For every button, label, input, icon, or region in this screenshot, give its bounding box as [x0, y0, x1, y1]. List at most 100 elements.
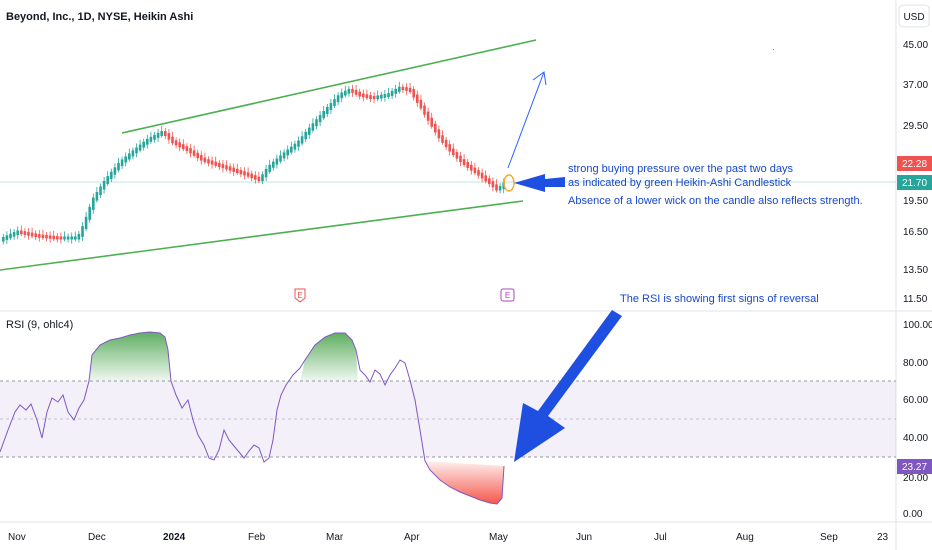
- candle-body: [81, 226, 84, 237]
- candle-body: [228, 166, 232, 171]
- rsi-value-label: 23.27: [902, 462, 927, 473]
- price-tick: 45.00: [903, 40, 928, 51]
- rsi-axis[interactable]: 100.00 80.00 60.00 40.00 20.00 0.00: [903, 320, 932, 520]
- candle-body: [286, 149, 289, 156]
- rsi-overbought-fill: [300, 333, 358, 381]
- candle-body: [372, 95, 376, 100]
- time-label: Feb: [248, 532, 266, 543]
- current-price-tag: [897, 175, 932, 190]
- candle-body: [434, 123, 437, 133]
- previous-close-label: 22.28: [902, 159, 927, 170]
- candle-body: [138, 144, 142, 151]
- candle-body: [437, 129, 441, 139]
- candle-body: [16, 230, 19, 236]
- candle-body: [232, 167, 235, 172]
- candle-body: [20, 230, 23, 235]
- price-tick: 11.50: [903, 294, 928, 305]
- candle-body: [131, 150, 135, 157]
- candle-body: [290, 146, 293, 153]
- symbol-title[interactable]: Beyond, Inc., 1D, NYSE, Heikin Ashi: [6, 11, 193, 23]
- candle-body: [52, 235, 55, 240]
- rsi-title[interactable]: RSI (9, ohlc4): [6, 319, 73, 331]
- candle-body: [2, 236, 5, 242]
- candle-body: [192, 150, 196, 156]
- candle-body: [225, 165, 228, 170]
- candle-body: [365, 94, 369, 99]
- candle-body: [430, 117, 433, 127]
- candle-body: [167, 133, 171, 140]
- currency-button[interactable]: [898, 4, 930, 28]
- candle-body: [394, 88, 397, 94]
- note-arrow[interactable]: [514, 174, 565, 192]
- candle-body: [84, 216, 88, 230]
- candle-body: [261, 174, 264, 182]
- rsi-line: [0, 331, 505, 505]
- candle-body: [459, 155, 462, 163]
- candle-body: [466, 162, 469, 168]
- rsi-tick: 40.00: [903, 433, 928, 444]
- rsi-tick: 80.00: [903, 358, 928, 369]
- highlight-ellipse[interactable]: [503, 174, 515, 192]
- rsi-oversold-fill: [425, 461, 504, 504]
- candle-body: [455, 152, 459, 159]
- time-axis[interactable]: Nov Dec 2024 Feb Mar Apr May Jun Jul Aug…: [8, 532, 889, 543]
- small-marker: ·: [772, 45, 775, 54]
- candle-body: [491, 181, 495, 188]
- current-price-label: 21.70: [902, 178, 927, 189]
- candle-body: [401, 86, 405, 91]
- candle-body: [160, 131, 163, 136]
- candle-body: [297, 140, 300, 147]
- candle-body: [462, 159, 466, 166]
- candle-body: [12, 232, 16, 237]
- candle-body: [182, 144, 185, 150]
- time-label: Nov: [8, 532, 26, 543]
- candle-body: [412, 89, 415, 98]
- rsi-reversal-arrow[interactable]: [514, 310, 622, 462]
- candle-body: [30, 232, 34, 237]
- candle-body: [59, 236, 63, 240]
- candle-body: [423, 105, 426, 115]
- candle-body: [102, 180, 106, 190]
- candle-note-line-2: as indicated by green Heikin-Ashi Candle…: [568, 177, 792, 189]
- candle-body: [34, 233, 37, 238]
- lower-trendline[interactable]: [0, 200, 524, 271]
- candle-body: [9, 233, 12, 239]
- candle-body: [441, 135, 444, 143]
- rsi-tick: 60.00: [903, 395, 928, 406]
- candle-body: [419, 99, 423, 109]
- candle-body: [74, 236, 77, 240]
- candle-body: [124, 156, 127, 163]
- candle-body: [156, 132, 160, 138]
- candle-body: [264, 168, 268, 178]
- upper-trendline[interactable]: [121, 39, 537, 134]
- candle-body: [268, 164, 271, 172]
- candle-body: [174, 140, 178, 146]
- rsi-overbought-fill: [89, 332, 171, 381]
- candle-body: [279, 155, 282, 162]
- earnings-marker-upcoming[interactable]: E: [500, 288, 515, 302]
- candle-body: [311, 123, 315, 131]
- candle-body: [189, 148, 192, 154]
- candle-body: [344, 90, 347, 96]
- candle-body: [272, 161, 275, 168]
- candle-body: [164, 131, 167, 137]
- price-axis[interactable]: 45.00 37.00 29.50 19.50 16.50 13.50 11.5…: [903, 40, 928, 305]
- candle-body: [88, 206, 91, 220]
- candle-body: [48, 235, 52, 239]
- candle-body: [77, 233, 81, 240]
- rsi-tick: 100.00: [903, 320, 932, 331]
- candle-body: [333, 99, 336, 107]
- heikin-ashi-candles: [2, 81, 505, 245]
- candle-body: [196, 152, 199, 159]
- price-tick: 29.50: [903, 121, 928, 132]
- price-tick: 16.50: [903, 227, 928, 238]
- candle-body: [113, 167, 117, 175]
- candle-body: [369, 95, 372, 99]
- earnings-marker[interactable]: E: [294, 288, 306, 303]
- candle-body: [178, 142, 181, 148]
- rsi-value-tag: [897, 459, 932, 474]
- candle-body: [63, 236, 66, 240]
- projection-arrow[interactable]: [507, 71, 545, 169]
- candle-body: [135, 147, 138, 154]
